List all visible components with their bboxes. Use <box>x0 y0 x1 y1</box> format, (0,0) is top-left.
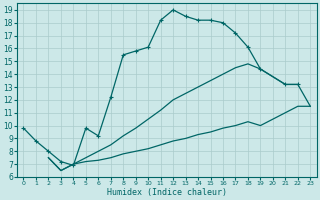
X-axis label: Humidex (Indice chaleur): Humidex (Indice chaleur) <box>107 188 227 197</box>
